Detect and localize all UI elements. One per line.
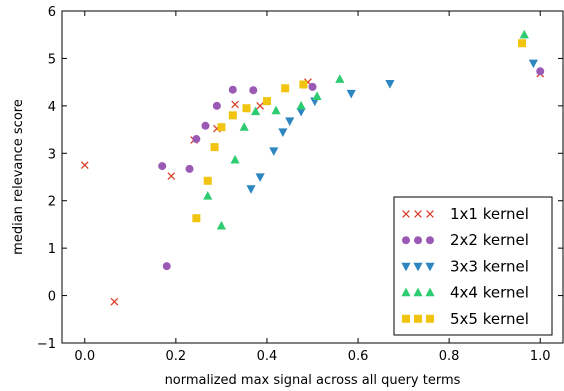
- legend-marker: [413, 262, 423, 272]
- data-point: [346, 89, 356, 99]
- data-point: [228, 85, 237, 94]
- y-tick-label: 0: [48, 290, 56, 305]
- legend-label: 2x2 kernel: [450, 231, 529, 249]
- data-point: [110, 297, 119, 306]
- legend-marker: [426, 236, 434, 245]
- data-point: [281, 84, 290, 93]
- data-point: [192, 135, 201, 144]
- data-point: [162, 262, 171, 271]
- data-point: [256, 101, 264, 110]
- legend-label: 4x4 kernel: [450, 284, 529, 302]
- data-point: [518, 39, 527, 48]
- data-point: [217, 123, 226, 132]
- data-point: [262, 97, 271, 106]
- data-point: [210, 143, 219, 152]
- x-tick-label: 0.6: [348, 349, 369, 364]
- data-point: [278, 128, 288, 137]
- data-point: [158, 162, 167, 171]
- data-point: [249, 86, 258, 95]
- data-point: [299, 80, 308, 89]
- legend-marker: [426, 210, 434, 218]
- data-point: [285, 117, 295, 127]
- y-tick-label: 1: [48, 242, 56, 257]
- legend-marker: [401, 287, 411, 297]
- series-3: [246, 59, 538, 194]
- data-point: [242, 104, 251, 113]
- data-point: [335, 74, 345, 83]
- series-5: [192, 39, 527, 223]
- data-point: [228, 111, 237, 120]
- data-point: [212, 101, 221, 110]
- legend-marker: [414, 236, 422, 245]
- x-tick-label: 0.8: [439, 349, 460, 364]
- legend-entry: 1x1 kernel: [402, 205, 529, 223]
- data-point: [519, 29, 529, 39]
- data-point: [231, 100, 239, 109]
- data-point: [312, 91, 322, 100]
- data-point: [246, 185, 256, 194]
- legend-entry: 5x5 kernel: [402, 310, 529, 328]
- y-tick-label: −1: [37, 337, 56, 352]
- plot-frame: [61, 10, 564, 344]
- data-point: [255, 173, 265, 182]
- series-4: [203, 29, 529, 230]
- x-tick-label: 0.0: [74, 349, 95, 364]
- data-point: [239, 122, 249, 131]
- x-tick-label: 0.4: [257, 349, 278, 364]
- data-point: [201, 121, 210, 130]
- legend-marker: [426, 314, 434, 323]
- data-point: [216, 220, 227, 230]
- y-tick-label: 3: [48, 147, 56, 162]
- y-tick-label: 2: [48, 195, 56, 210]
- y-tick-label: 6: [48, 5, 56, 20]
- data-point: [203, 176, 212, 185]
- legend-marker: [402, 210, 410, 218]
- data-marks: [80, 29, 545, 306]
- data-point: [167, 172, 176, 180]
- data-point: [192, 214, 201, 223]
- legend-label: 1x1 kernel: [450, 205, 529, 223]
- data-point: [203, 190, 213, 200]
- x-axis-label: normalized max signal across all query t…: [165, 373, 461, 388]
- legend-marker: [425, 262, 435, 272]
- legend-label: 5x5 kernel: [450, 310, 529, 328]
- y-tick-label: 5: [48, 52, 56, 67]
- legend-marker: [425, 287, 435, 297]
- data-point: [80, 161, 89, 170]
- legend: 1x1 kernel 2x2 kernel 3x3 kernel 4x4 kernel…: [393, 196, 553, 336]
- legend-marker: [414, 210, 422, 218]
- data-point: [271, 105, 281, 115]
- data-point: [250, 106, 261, 116]
- data-point: [296, 100, 306, 110]
- legend-marker: [401, 262, 411, 272]
- legend-marker: [414, 314, 422, 323]
- legend-entry: 4x4 kernel: [401, 284, 529, 302]
- legend-marker: [413, 287, 423, 297]
- data-point: [230, 154, 240, 164]
- data-point: [528, 59, 538, 69]
- x-tick-label: 0.2: [166, 349, 187, 364]
- y-axis-label: median relevance score: [11, 99, 26, 255]
- x-tick-label: 1.0: [530, 349, 551, 364]
- data-point: [385, 79, 395, 89]
- axis-ticks: 0.0 0.2 0.4 0.6 0.8 1.0 −1 0 1 2 3 4 5 6: [37, 5, 563, 364]
- y-tick-label: 4: [48, 100, 56, 115]
- legend-marker: [402, 314, 410, 323]
- legend-entry: 2x2 kernel: [402, 231, 529, 249]
- data-point: [536, 67, 545, 76]
- data-point: [308, 82, 317, 91]
- data-point: [185, 164, 194, 173]
- legend-label: 3x3 kernel: [450, 257, 529, 275]
- legend-marker: [402, 236, 410, 245]
- legend-entry: 3x3 kernel: [401, 257, 529, 275]
- series-2: [158, 67, 545, 271]
- data-point: [296, 107, 306, 117]
- data-point: [269, 147, 279, 156]
